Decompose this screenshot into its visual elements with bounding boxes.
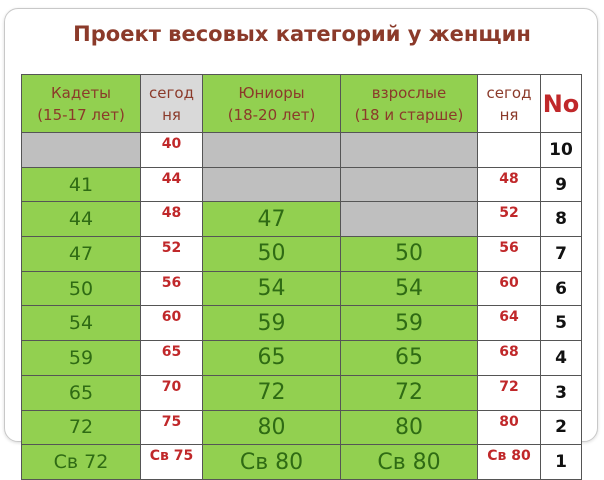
cell-today2: 56 <box>477 236 541 272</box>
header-today-adults: сегод ня <box>477 74 541 133</box>
cell-today2: 64 <box>477 305 541 342</box>
cell-today1: 56 <box>140 270 203 307</box>
cell-today1: Св 75 <box>140 444 203 480</box>
cell-adults: 59 <box>340 305 478 342</box>
cell-cadets: 65 <box>21 374 141 411</box>
cell-cadets: 54 <box>21 305 141 342</box>
cell-adults <box>340 201 478 238</box>
cell-juniors <box>202 166 341 203</box>
cell-today2: 52 <box>477 201 541 238</box>
cell-adults: 54 <box>340 270 478 307</box>
cell-juniors: 72 <box>202 374 341 411</box>
cell-cadets: Св 72 <box>21 444 141 480</box>
table-row: 40 10 <box>21 132 582 168</box>
cell-number: 2 <box>540 409 582 446</box>
table-row: 65 70 72 72 72 3 <box>21 374 582 411</box>
cell-number: 5 <box>540 305 582 342</box>
cell-number: 4 <box>540 340 582 376</box>
header-adults: взрослые (18 и старше) <box>340 74 478 133</box>
cell-number: 7 <box>540 236 582 272</box>
cell-juniors: 65 <box>202 340 341 376</box>
cell-adults: 65 <box>340 340 478 376</box>
table-row: 41 44 48 9 <box>21 166 582 203</box>
cell-today2: 68 <box>477 340 541 376</box>
cell-juniors: 47 <box>202 201 341 238</box>
cell-cadets: 59 <box>21 340 141 376</box>
cell-number: 8 <box>540 201 582 238</box>
cell-cadets <box>21 132 141 168</box>
cell-adults <box>340 132 478 168</box>
header-number: No <box>540 74 582 133</box>
cell-today1: 44 <box>140 166 203 203</box>
cell-today2: 72 <box>477 374 541 411</box>
cell-number: 6 <box>540 270 582 307</box>
cell-today1: 48 <box>140 201 203 238</box>
cell-today2: 60 <box>477 270 541 307</box>
table-row: 54 60 59 59 64 5 <box>21 305 582 342</box>
cell-today2: 48 <box>477 166 541 203</box>
table-row: 50 56 54 54 60 6 <box>21 270 582 307</box>
cell-cadets: 47 <box>21 236 141 272</box>
table-row: Св 72 Св 75 Св 80 Св 80 Св 80 1 <box>21 444 582 480</box>
cell-today1: 70 <box>140 374 203 411</box>
cell-juniors: 59 <box>202 305 341 342</box>
cell-number: 1 <box>540 444 582 480</box>
cell-juniors: 80 <box>202 409 341 446</box>
cell-cadets: 41 <box>21 166 141 203</box>
cell-adults: 50 <box>340 236 478 272</box>
cell-juniors: 54 <box>202 270 341 307</box>
cell-cadets: 72 <box>21 409 141 446</box>
cell-adults: 80 <box>340 409 478 446</box>
header-juniors: Юниоры (18-20 лет) <box>202 74 341 133</box>
cell-today1: 60 <box>140 305 203 342</box>
cell-adults: 72 <box>340 374 478 411</box>
cell-cadets: 44 <box>21 201 141 238</box>
cell-juniors: Св 80 <box>202 444 341 480</box>
cell-juniors: 50 <box>202 236 341 272</box>
cell-number: 9 <box>540 166 582 203</box>
header-row: Кадеты (15-17 лет) сегод ня Юниоры (18-20 л… <box>21 74 582 133</box>
table-row: 59 65 65 65 68 4 <box>21 340 582 376</box>
cell-today1: 75 <box>140 409 203 446</box>
cell-today2: Св 80 <box>477 444 541 480</box>
table-row: 47 52 50 50 56 7 <box>21 236 582 272</box>
table-row: 44 48 47 52 8 <box>21 201 582 238</box>
cell-adults <box>340 166 478 203</box>
header-today-cadets: сегод ня <box>140 74 203 133</box>
cell-today1: 40 <box>140 132 203 168</box>
cell-today2 <box>477 132 541 168</box>
cell-number: 10 <box>540 132 582 168</box>
cell-cadets: 50 <box>21 270 141 307</box>
page-title: Проект весовых категорий у женщин <box>73 22 531 46</box>
cell-juniors <box>202 132 341 168</box>
cell-number: 3 <box>540 374 582 411</box>
header-cadets: Кадеты (15-17 лет) <box>21 74 141 133</box>
table-row: 72 75 80 80 80 2 <box>21 409 582 446</box>
cell-adults: Св 80 <box>340 444 478 480</box>
cell-today1: 52 <box>140 236 203 272</box>
cell-today2: 80 <box>477 409 541 446</box>
weight-categories-table: Кадеты (15-17 лет) сегод ня Юниоры (18-20 л… <box>21 74 582 480</box>
cell-today1: 65 <box>140 340 203 376</box>
